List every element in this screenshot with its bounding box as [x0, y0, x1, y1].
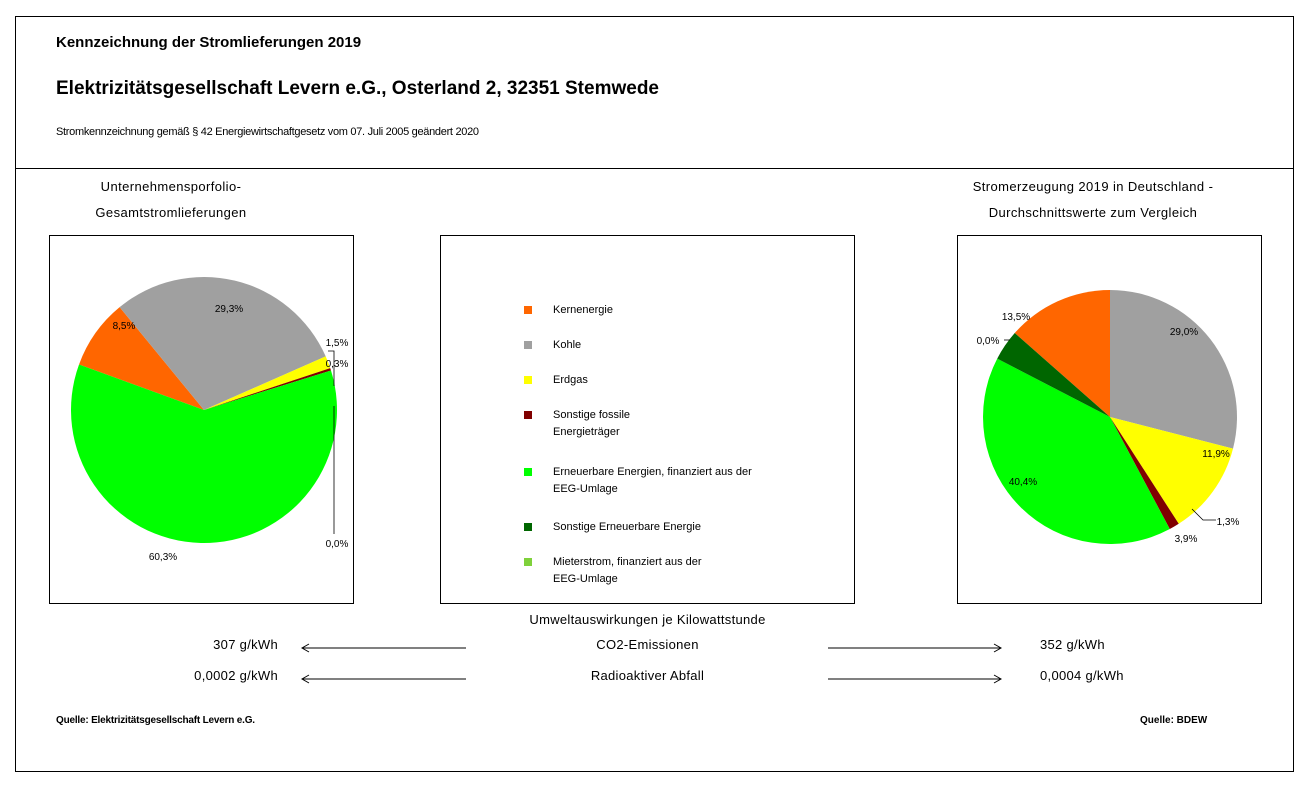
- legend-label-line: Erdgas: [553, 374, 588, 386]
- source-right: Quelle: BDEW: [1140, 715, 1208, 726]
- pie-data-label: 29,3%: [215, 304, 243, 315]
- company-line: Elektrizitätsgesellschaft Levern e.G., O…: [56, 78, 659, 99]
- left-caption-line-2: Gesamtstromlieferungen: [95, 205, 247, 220]
- arrowhead-left-co2: [300, 643, 310, 653]
- legend-label-line: Sonstige fossile: [553, 409, 631, 421]
- pie-data-label: 0,0%: [977, 336, 1000, 347]
- pie-slice: [1110, 290, 1237, 449]
- legend-label: Erdgas: [553, 372, 588, 389]
- legend-label-line: Erneuerbare Energien, finanziert aus der: [553, 466, 752, 478]
- legend-label-line: Sonstige Erneuerbare Energie: [553, 521, 701, 533]
- legend-label-line: Energieträger: [553, 426, 620, 438]
- legend-swatch: [524, 468, 532, 476]
- pie-slice: [71, 364, 338, 543]
- legend-swatch: [524, 411, 532, 419]
- legend-label-line: EEG-Umlage: [553, 483, 618, 495]
- legend-label: Kohle: [553, 337, 581, 354]
- co2-label: CO2-Emissionen: [596, 637, 699, 652]
- doc-title: Kennzeichnung der Stromlieferungen 2019: [56, 34, 362, 51]
- pie-data-label: 13,5%: [1002, 312, 1030, 323]
- legend-swatch: [524, 306, 532, 314]
- arrowhead-right-co2: [993, 643, 1003, 653]
- pie-leader-line: [328, 350, 335, 386]
- pie-data-label: 11,9%: [1202, 449, 1230, 460]
- label-frame: [15, 16, 1294, 772]
- legend-label: Kernenergie: [553, 302, 613, 319]
- pie-slice: [1110, 417, 1234, 524]
- right-chart-box: 13,5% 29,0% 11,9% 1,3% 40,4% 3,9% 0,0%: [957, 235, 1262, 604]
- pie-data-label: 29,0%: [1170, 327, 1198, 338]
- pie-slice: [983, 358, 1170, 544]
- legend-label-line: EEG-Umlage: [553, 573, 618, 585]
- pie-data-label: 0,0%: [326, 539, 349, 550]
- left-chart-box: 8,5% 29,3% 1,5% 0,3% 60,3% 0,0%: [49, 235, 354, 604]
- waste-left-value: 0,0002 g/kWh: [194, 668, 278, 683]
- legend-label: Sonstige fossile Energieträger: [553, 407, 630, 441]
- legend-swatch: [524, 558, 532, 566]
- pie-data-label: 1,3%: [1217, 517, 1240, 528]
- pie-data-label: 0,3%: [326, 359, 349, 370]
- right-chart-caption: Stromerzeugung 2019 in Deutschland - Dur…: [918, 174, 1268, 226]
- left-pie-chart: 8,5% 29,3% 1,5% 0,3% 60,3% 0,0%: [71, 277, 349, 563]
- source-left: Quelle: Elektrizitätsgesellschaft Levern…: [56, 715, 255, 726]
- arrowhead-right-waste: [993, 674, 1003, 684]
- legend-swatch: [524, 341, 532, 349]
- waste-label: Radioaktiver Abfall: [590, 668, 705, 683]
- pie-slice: [204, 368, 331, 410]
- right-caption-line-1: Stromerzeugung 2019 in Deutschland -: [972, 179, 1214, 194]
- legend-label-line: Kohle: [553, 339, 582, 351]
- pie-slice: [997, 333, 1110, 417]
- arrowhead-left-waste: [300, 674, 310, 684]
- impact-title: Umweltauswirkungen je Kilowattstunde: [529, 612, 766, 627]
- pie-data-label: 8,5%: [113, 321, 136, 332]
- legend-box: Kernenergie Kohle Erdgas Sonstige fossile En…: [440, 235, 855, 604]
- pie-data-label: 3,9%: [1175, 534, 1198, 545]
- pie-slice: [1014, 290, 1110, 417]
- pie-slice: [79, 307, 204, 410]
- co2-right-value: 352 g/kWh: [1040, 637, 1105, 652]
- pie-slice: [1110, 417, 1179, 530]
- pie-data-label: 40,4%: [1009, 477, 1037, 488]
- right-caption-line-2: Durchschnittswerte zum Vergleich: [988, 205, 1198, 220]
- legend-label: Erneuerbare Energien, finanziert aus der…: [553, 464, 752, 498]
- waste-right-value: 0,0004 g/kWh: [1040, 668, 1124, 683]
- pie-slice: [204, 356, 331, 410]
- pie-slice: [119, 277, 326, 410]
- left-chart-caption: Unternehmensporfolio- Gesamtstromlieferu…: [36, 174, 306, 226]
- legal-note: Stromkennzeichnung gemäß § 42 Energiewir…: [56, 126, 479, 138]
- header-divider: [15, 168, 1294, 169]
- legend-swatch: [524, 376, 532, 384]
- legend-label-line: Mieterstrom, finanziert aus der: [553, 556, 702, 568]
- right-pie-chart: 13,5% 29,0% 11,9% 1,3% 40,4% 3,9% 0,0%: [977, 290, 1240, 545]
- legend-label-line: Kernenergie: [553, 304, 613, 316]
- left-caption-line-1: Unternehmensporfolio-: [100, 179, 242, 194]
- pie-data-label: 60,3%: [149, 552, 177, 563]
- pie-leader-line: [1191, 508, 1216, 521]
- legend-label: Mieterstrom, finanziert aus der EEG-Umlag…: [553, 554, 702, 588]
- co2-left-value: 307 g/kWh: [213, 637, 278, 652]
- legend-swatch: [524, 523, 532, 531]
- pie-data-label: 1,5%: [326, 338, 349, 349]
- legend-label: Sonstige Erneuerbare Energie: [553, 519, 701, 536]
